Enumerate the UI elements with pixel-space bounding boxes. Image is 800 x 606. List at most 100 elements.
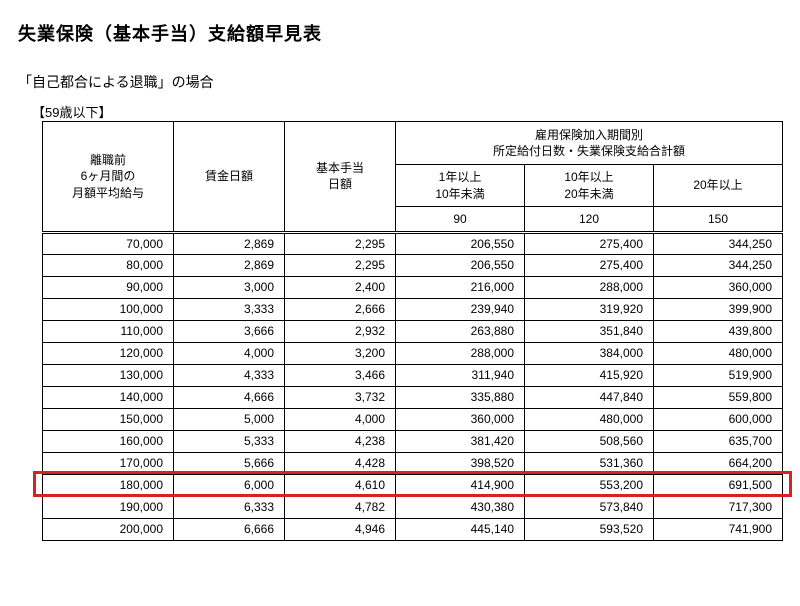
table-row: 160,0005,3334,238381,420508,560635,700 [43,430,783,452]
benefit-table: 離職前6ヶ月間の月額平均給与 賃金日額 基本手当日額 雇用保険加入期間別所定給付… [42,121,783,541]
table-row: 170,0005,6664,428398,520531,360664,200 [43,452,783,474]
table-row: 130,0004,3333,466311,940415,920519,900 [43,364,783,386]
cell-period1: 206,550 [396,254,525,276]
header-days-3: 150 [654,206,783,232]
cell-period2: 319,920 [525,298,654,320]
cell-salary: 120,000 [43,342,174,364]
table-row: 90,0003,0002,400216,000288,000360,000 [43,276,783,298]
cell-salary: 90,000 [43,276,174,298]
table-row: 150,0005,0004,000360,000480,000600,000 [43,408,783,430]
cell-period3: 559,800 [654,386,783,408]
table-wrapper: 離職前6ヶ月間の月額平均給与 賃金日額 基本手当日額 雇用保険加入期間別所定給付… [42,121,782,541]
cell-wage: 5,333 [174,430,285,452]
cell-period3: 360,000 [654,276,783,298]
cell-period2: 351,840 [525,320,654,342]
cell-period2: 415,920 [525,364,654,386]
table-body: 70,0002,8692,295206,550275,400344,25080,… [43,232,783,540]
cell-period3: 600,000 [654,408,783,430]
cell-period1: 398,520 [396,452,525,474]
cell-period3: 691,500 [654,474,783,496]
cell-base: 3,200 [285,342,396,364]
header-period-1: 1年以上10年未満 [396,165,525,206]
table-row: 140,0004,6663,732335,880447,840559,800 [43,386,783,408]
cell-base: 4,610 [285,474,396,496]
header-wage-daily: 賃金日額 [174,122,285,233]
header-group: 雇用保険加入期間別所定給付日数・失業保険支給合計額 [396,122,783,165]
cell-base: 2,400 [285,276,396,298]
cell-period3: 717,300 [654,496,783,518]
table-head: 離職前6ヶ月間の月額平均給与 賃金日額 基本手当日額 雇用保険加入期間別所定給付… [43,122,783,233]
cell-base: 2,932 [285,320,396,342]
cell-wage: 3,333 [174,298,285,320]
cell-wage: 3,666 [174,320,285,342]
cell-period3: 519,900 [654,364,783,386]
cell-salary: 180,000 [43,474,174,496]
cell-period2: 508,560 [525,430,654,452]
cell-salary: 130,000 [43,364,174,386]
cell-period2: 573,840 [525,496,654,518]
header-days-2: 120 [525,206,654,232]
table-row: 110,0003,6662,932263,880351,840439,800 [43,320,783,342]
cell-salary: 140,000 [43,386,174,408]
cell-period1: 414,900 [396,474,525,496]
age-group-label: 【59歳以下】 [32,102,782,121]
page-title: 失業保険（基本手当）支給額早見表 [18,20,782,46]
cell-period1: 430,380 [396,496,525,518]
cell-base: 2,666 [285,298,396,320]
cell-period1: 206,550 [396,232,525,254]
cell-base: 4,238 [285,430,396,452]
cell-base: 4,000 [285,408,396,430]
cell-salary: 100,000 [43,298,174,320]
cell-period3: 480,000 [654,342,783,364]
cell-wage: 6,000 [174,474,285,496]
cell-base: 4,946 [285,518,396,540]
cell-salary: 150,000 [43,408,174,430]
cell-salary: 110,000 [43,320,174,342]
cell-period1: 216,000 [396,276,525,298]
table-row: 100,0003,3332,666239,940319,920399,900 [43,298,783,320]
cell-period2: 531,360 [525,452,654,474]
cell-period2: 480,000 [525,408,654,430]
cell-base: 3,732 [285,386,396,408]
cell-salary: 200,000 [43,518,174,540]
cell-period2: 384,000 [525,342,654,364]
cell-period3: 635,700 [654,430,783,452]
table-row: 120,0004,0003,200288,000384,000480,000 [43,342,783,364]
cell-salary: 170,000 [43,452,174,474]
header-days-1: 90 [396,206,525,232]
cell-period3: 344,250 [654,254,783,276]
cell-period3: 741,900 [654,518,783,540]
table-row: 80,0002,8692,295206,550275,400344,250 [43,254,783,276]
cell-period2: 593,520 [525,518,654,540]
cell-period1: 445,140 [396,518,525,540]
header-salary: 離職前6ヶ月間の月額平均給与 [43,122,174,233]
cell-period2: 288,000 [525,276,654,298]
cell-period2: 275,400 [525,254,654,276]
cell-wage: 4,000 [174,342,285,364]
cell-wage: 3,000 [174,276,285,298]
cell-wage: 5,000 [174,408,285,430]
cell-period3: 664,200 [654,452,783,474]
cell-wage: 5,666 [174,452,285,474]
cell-salary: 70,000 [43,232,174,254]
table-row: 70,0002,8692,295206,550275,400344,250 [43,232,783,254]
cell-salary: 160,000 [43,430,174,452]
cell-period1: 381,420 [396,430,525,452]
cell-wage: 2,869 [174,232,285,254]
cell-base: 2,295 [285,232,396,254]
cell-base: 3,466 [285,364,396,386]
header-period-2: 10年以上20年未満 [525,165,654,206]
cell-period3: 399,900 [654,298,783,320]
cell-period1: 335,880 [396,386,525,408]
cell-base: 4,782 [285,496,396,518]
cell-salary: 190,000 [43,496,174,518]
cell-wage: 6,333 [174,496,285,518]
cell-wage: 2,869 [174,254,285,276]
table-row: 200,0006,6664,946445,140593,520741,900 [43,518,783,540]
cell-period1: 311,940 [396,364,525,386]
cell-period1: 263,880 [396,320,525,342]
cell-period2: 275,400 [525,232,654,254]
cell-wage: 6,666 [174,518,285,540]
header-period-3: 20年以上 [654,165,783,206]
cell-period3: 344,250 [654,232,783,254]
